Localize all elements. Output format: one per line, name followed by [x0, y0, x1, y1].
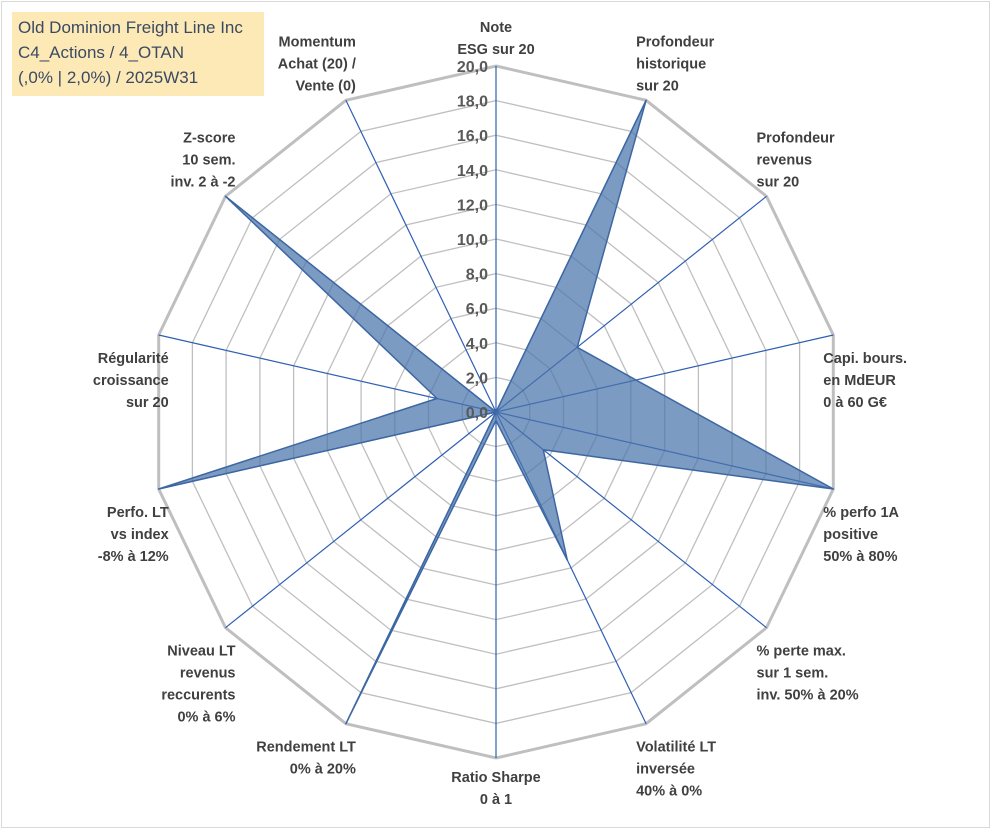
- tick-label: 8,0: [466, 267, 488, 284]
- category-label-line: inv. 2 à -2: [170, 174, 235, 190]
- category-label-11: Régularité croissance sur 20: [93, 351, 169, 411]
- category-label-line: % perte max.: [757, 644, 846, 660]
- tick-label: 10,0: [457, 232, 488, 249]
- tick-label: 20,0: [457, 59, 488, 76]
- category-label-8: Rendement LT 0% à 20%: [256, 740, 356, 778]
- category-label-line: Capi. bours.: [823, 351, 907, 367]
- category-label-line: Profondeur: [757, 130, 835, 146]
- category-label-6: Volatilité LT inversée 40% à 0%: [636, 740, 716, 800]
- tick-label: 6,0: [466, 301, 488, 318]
- category-label-0: Note ESG sur 20: [457, 20, 534, 58]
- category-label-line: historique: [636, 56, 706, 72]
- category-label-line: sur 20: [126, 395, 169, 411]
- category-label-10: Perfo. LT vs index -8% à 12%: [98, 505, 169, 565]
- category-label-line: Momentum: [279, 34, 356, 50]
- tick-label: 2,0: [466, 370, 488, 387]
- category-label-line: reccurents: [161, 688, 235, 704]
- category-label-line: Profondeur: [636, 34, 714, 50]
- series-polygon: [157, 99, 835, 725]
- period-label: (,0% | 2,0%) / 2025W31: [18, 68, 199, 87]
- category-label-line: sur 1 sem.: [757, 666, 829, 682]
- radial-tick-labels: 0,0 2,0 4,0 6,0 8,0 10,0 12,0 14,0 16,0 18,0 20,0: [457, 59, 488, 422]
- category-label-3: Capi. bours. en MdEUR 0 à 60 G€: [823, 351, 907, 411]
- category-label-line: revenus: [757, 152, 813, 168]
- category-label-line: % perfo 1A: [823, 505, 899, 521]
- category-label-line: 0% à 6%: [177, 710, 235, 726]
- category-label-line: Rendement LT: [256, 740, 356, 756]
- category-label-line: Régularité: [98, 351, 169, 367]
- category-label-line: revenus: [180, 666, 236, 682]
- category-label-5: % perte max. sur 1 sem. inv. 50% à 20%: [757, 644, 859, 704]
- category-label-1: Profondeur historique sur 20: [636, 34, 714, 94]
- category-label-line: Perfo. LT: [107, 505, 169, 521]
- spoke-9: [225, 411, 497, 629]
- category-label-line: Ratio Sharpe: [451, 770, 540, 786]
- category-label-9: Niveau LT revenus reccurents 0% à 6%: [161, 644, 235, 726]
- category-label-4: % perfo 1A positive 50% à 80%: [823, 505, 899, 565]
- category-label-line: Vente (0): [295, 78, 356, 94]
- category-label-line: Z-score: [183, 130, 235, 146]
- category-label-line: sur 20: [757, 174, 800, 190]
- category-label-line: 40% à 0%: [636, 784, 702, 800]
- tick-label: 12,0: [457, 197, 488, 214]
- category-label-line: Niveau LT: [167, 644, 235, 660]
- category-label-line: en MdEUR: [823, 373, 896, 389]
- category-label-line: -8% à 12%: [98, 549, 169, 565]
- category-label-7: Ratio Sharpe 0 à 1: [451, 770, 540, 808]
- category-label-line: 0% à 20%: [290, 762, 356, 778]
- category-label-line: inversée: [636, 762, 695, 778]
- category-label-line: vs index: [111, 527, 169, 543]
- category-label-13: Momentum Achat (20) / Vente (0): [278, 34, 356, 94]
- category-label-line: 0 à 1: [480, 792, 512, 808]
- company-name: Old Dominion Freight Line Inc: [18, 18, 243, 37]
- portfolio-label: C4_Actions / 4_OTAN: [18, 43, 184, 62]
- category-label-line: croissance: [93, 373, 169, 389]
- tick-label: 4,0: [466, 336, 488, 353]
- category-label-line: 10 sem.: [182, 152, 235, 168]
- category-label-line: Volatilité LT: [636, 740, 716, 756]
- category-label-line: ESG sur 20: [457, 42, 534, 58]
- tick-label: 0,0: [466, 405, 488, 422]
- category-label-12: Z-score 10 sem. inv. 2 à -2: [170, 130, 235, 190]
- category-label-line: Achat (20) /: [278, 56, 356, 72]
- series-area: [157, 99, 835, 725]
- category-label-line: Note: [480, 20, 512, 36]
- tick-label: 14,0: [457, 163, 488, 180]
- category-label-line: 50% à 80%: [823, 549, 897, 565]
- tick-label: 18,0: [457, 94, 488, 111]
- category-label-line: 0 à 60 G€: [823, 395, 887, 411]
- spoke-13: [345, 100, 497, 413]
- title-box: Old Dominion Freight Line Inc C4_Actions…: [12, 12, 264, 96]
- category-labels: Note ESG sur 20 Profondeur historique sur 20…: [93, 20, 907, 808]
- tick-label: 16,0: [457, 128, 488, 145]
- category-label-line: inv. 50% à 20%: [757, 688, 859, 704]
- category-label-2: Profondeur revenus sur 20: [757, 130, 835, 190]
- category-label-line: sur 20: [636, 78, 679, 94]
- category-label-line: positive: [823, 527, 878, 543]
